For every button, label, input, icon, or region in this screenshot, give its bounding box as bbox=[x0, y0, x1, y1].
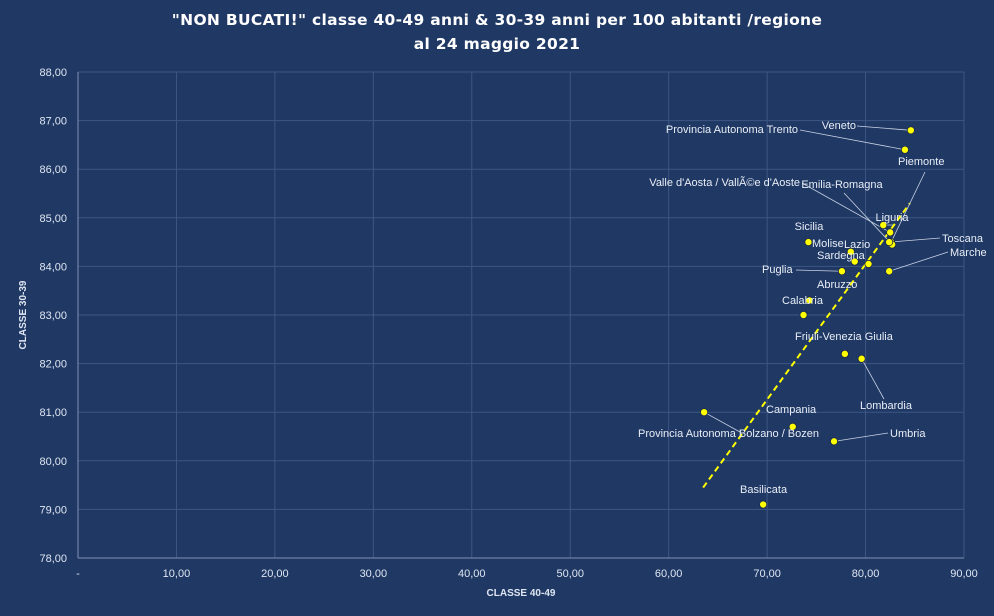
leader-line bbox=[801, 182, 891, 233]
point-label: Lazio bbox=[844, 239, 870, 251]
trendline bbox=[702, 202, 911, 489]
point-label: Basilicata bbox=[740, 484, 788, 496]
x-tick-label: 40,00 bbox=[458, 568, 486, 580]
data-point bbox=[850, 257, 859, 266]
x-tick-label: - bbox=[76, 568, 80, 580]
point-label: Provincia Autonoma Trento bbox=[666, 124, 798, 136]
point-label: Lombardia bbox=[860, 400, 913, 412]
y-tick-label: 80,00 bbox=[39, 456, 67, 468]
data-point bbox=[879, 221, 888, 230]
chart-subtitle: al 24 maggio 2021 bbox=[413, 35, 581, 53]
leader-line bbox=[795, 269, 842, 272]
x-axis-title: CLASSE 40-49 bbox=[487, 588, 556, 599]
data-point bbox=[864, 259, 873, 268]
data-point bbox=[840, 349, 849, 358]
leader-line bbox=[890, 171, 926, 243]
x-tick-label: 60,00 bbox=[655, 568, 683, 580]
data-point bbox=[886, 228, 895, 237]
y-tick-label: 86,00 bbox=[39, 164, 67, 176]
x-tick-label: 30,00 bbox=[360, 568, 388, 580]
point-label: Friuli-Venezia Giulia bbox=[795, 331, 894, 343]
chart-title: "NON BUCATI!" classe 40-49 anni & 30-39 … bbox=[171, 11, 823, 29]
x-tick-label: 50,00 bbox=[556, 568, 584, 580]
y-tick-label: 82,00 bbox=[39, 359, 67, 371]
data-point bbox=[906, 126, 915, 135]
point-label: Marche bbox=[950, 247, 987, 259]
data-point bbox=[857, 354, 866, 363]
y-tick-label: 78,00 bbox=[39, 553, 67, 565]
y-tick-label: 81,00 bbox=[39, 407, 67, 419]
y-tick-label: 85,00 bbox=[39, 213, 67, 225]
y-tick-label: 83,00 bbox=[39, 310, 67, 322]
leader-line bbox=[703, 411, 741, 433]
x-tick-label: 80,00 bbox=[852, 568, 880, 580]
data-point bbox=[830, 437, 839, 446]
data-point bbox=[700, 408, 709, 417]
leader-line bbox=[799, 129, 906, 151]
point-label: Umbria bbox=[890, 428, 926, 440]
point-label: Valle d'Aosta / VallÃ©e d'Aoste bbox=[649, 176, 800, 189]
point-label: Liguria bbox=[875, 212, 909, 224]
point-label: Emilia-Romagna bbox=[801, 179, 883, 191]
point-label: Piemonte bbox=[898, 156, 944, 168]
data-point bbox=[788, 422, 797, 431]
x-tick-label: 10,00 bbox=[163, 568, 191, 580]
data-point bbox=[759, 500, 768, 509]
x-tick-label: 90,00 bbox=[950, 568, 978, 580]
point-label: Provincia Autonoma Bolzano / Bozen bbox=[638, 428, 819, 440]
y-axis-title: CLASSE 30-39 bbox=[18, 280, 29, 349]
y-tick-label: 87,00 bbox=[39, 116, 67, 128]
data-point bbox=[804, 238, 813, 247]
point-label: Sicilia bbox=[795, 221, 825, 233]
point-label: Abruzzo bbox=[817, 279, 857, 291]
data-point bbox=[900, 145, 909, 154]
point-label: Campania bbox=[766, 404, 817, 416]
y-tick-label: 84,00 bbox=[39, 261, 67, 273]
point-label: Sardegna bbox=[817, 250, 866, 262]
y-tick-label: 88,00 bbox=[39, 67, 67, 79]
leader-line bbox=[843, 192, 893, 245]
leader-line bbox=[833, 432, 889, 442]
point-label: Puglia bbox=[762, 264, 793, 276]
data-point bbox=[885, 267, 894, 276]
point-label: Molise bbox=[812, 238, 844, 250]
leader-line bbox=[889, 251, 949, 272]
point-label: Toscana bbox=[942, 233, 984, 245]
data-point bbox=[837, 267, 846, 276]
x-tick-label: 70,00 bbox=[753, 568, 781, 580]
x-tick-label: 20,00 bbox=[261, 568, 289, 580]
data-point bbox=[846, 247, 855, 256]
leader-line bbox=[889, 237, 941, 243]
leader-line bbox=[861, 358, 885, 400]
data-point bbox=[885, 238, 894, 247]
y-tick-label: 79,00 bbox=[39, 504, 67, 516]
point-label: Veneto bbox=[822, 120, 856, 132]
leader-line bbox=[856, 125, 911, 131]
data-point bbox=[799, 310, 808, 319]
data-point bbox=[805, 296, 814, 305]
point-label: Calabria bbox=[782, 295, 824, 307]
